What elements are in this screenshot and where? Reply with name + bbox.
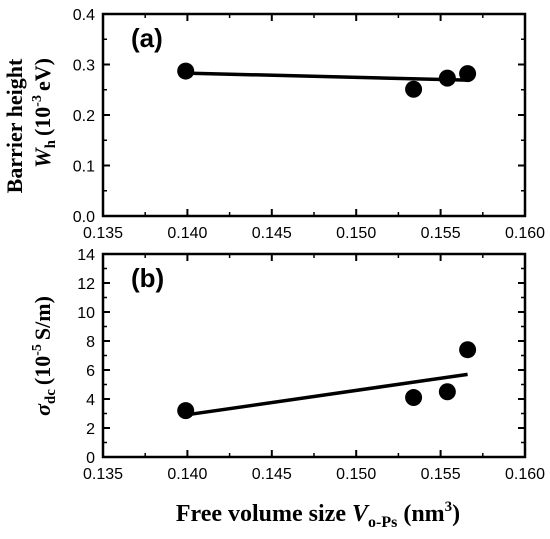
x-tick-label: 0.160	[505, 466, 545, 483]
x-axis-unit-pre: (nm	[403, 501, 444, 527]
y-axis-unit-pre-b: (10	[30, 356, 55, 385]
y-tick-label: 0.3	[73, 58, 95, 75]
x-tick-label: 0.160	[505, 225, 545, 242]
fit-line	[185, 372, 468, 417]
y-tick-label: 0.0	[73, 209, 95, 226]
data-point	[438, 383, 456, 401]
y-tick-label: 14	[77, 247, 95, 264]
y-tick-label: 0	[86, 450, 95, 467]
y-axis-unit-exp-a: -3	[30, 95, 45, 107]
x-tick-label: 0.135	[83, 225, 123, 242]
x-axis-unit-post: )	[452, 501, 460, 527]
y-axis-label-b: σdc (10-5 S/m)	[30, 296, 59, 416]
y-tick-label: 2	[86, 421, 95, 438]
y-axis-label-a: Wh (10-3 eV)	[30, 58, 59, 168]
data-point	[459, 341, 477, 359]
x-ticks-b: 0.135 0.140 0.145 0.150 0.155 0.160	[83, 254, 545, 483]
data-point	[459, 65, 477, 83]
fit-line-a	[185, 71, 468, 82]
x-tick-label: 0.140	[167, 466, 207, 483]
plot-frame-a	[101, 12, 527, 218]
panel-label-b: (b)	[131, 263, 164, 293]
x-axis-title: Free volume size	[176, 501, 347, 527]
x-tick-label: 0.155	[421, 225, 461, 242]
data-point	[405, 80, 423, 98]
x-tick-label: 0.145	[252, 466, 292, 483]
y-tick-label: 10	[77, 305, 95, 322]
x-tick-label: 0.150	[336, 466, 376, 483]
y-tick-label: 4	[86, 392, 95, 409]
y-tick-label: 0.4	[73, 7, 95, 24]
data-point	[438, 69, 456, 87]
y-axis-unit-post-b: S/m)	[30, 296, 55, 340]
x-ticks-a: 0.135 0.140 0.145 0.150 0.155 0.160	[83, 14, 545, 242]
x-axis-symbol: V	[352, 501, 370, 527]
x-tick-label: 0.155	[421, 466, 461, 483]
y-axis-symbol-a: W	[30, 147, 55, 168]
fit-line	[185, 71, 468, 82]
panel-label-a: (a)	[131, 23, 163, 53]
x-tick-label: 0.150	[336, 225, 376, 242]
x-tick-label: 0.135	[83, 466, 123, 483]
x-tick-label: 0.145	[252, 225, 292, 242]
y-axis-unit-pre-a: (10	[30, 107, 55, 136]
data-point	[177, 62, 195, 80]
data-point	[405, 389, 423, 407]
y-tick-label: 0.1	[73, 159, 95, 176]
y-tick-label: 8	[86, 334, 95, 351]
points-b	[177, 341, 477, 420]
fit-line-b	[185, 372, 468, 417]
y-tick-label: 12	[77, 276, 95, 293]
panel-a: 0.0 0.1 0.2 0.3 0.4 0.135 0.140 0.145 0.150 0.15…	[2, 7, 545, 242]
y-tick-label: 0.2	[73, 108, 95, 125]
x-axis-unit-exp: 3	[445, 499, 453, 515]
y-axis-subscript-b: dc	[43, 389, 59, 404]
x-tick-label: 0.140	[167, 225, 207, 242]
x-axis-subscript: o-Ps	[368, 514, 397, 531]
points-a	[177, 62, 477, 98]
x-axis-label: Free volume size Vo-Ps (nm3)	[176, 499, 460, 531]
y-ticks-b: 0 2 4 6 8 10 12 14	[77, 247, 525, 467]
y-axis-subscript-a: h	[43, 139, 59, 148]
y-tick-label: 6	[86, 363, 95, 380]
y-axis-title-a: Barrier height	[2, 58, 27, 193]
y-axis-unit-post-a: eV)	[30, 58, 55, 91]
data-point	[177, 402, 195, 420]
y-ticks-a: 0.0 0.1 0.2 0.3 0.4	[73, 7, 525, 226]
y-axis-unit-exp-b: -5	[30, 344, 45, 356]
y-axis-symbol-b: σ	[30, 403, 55, 416]
